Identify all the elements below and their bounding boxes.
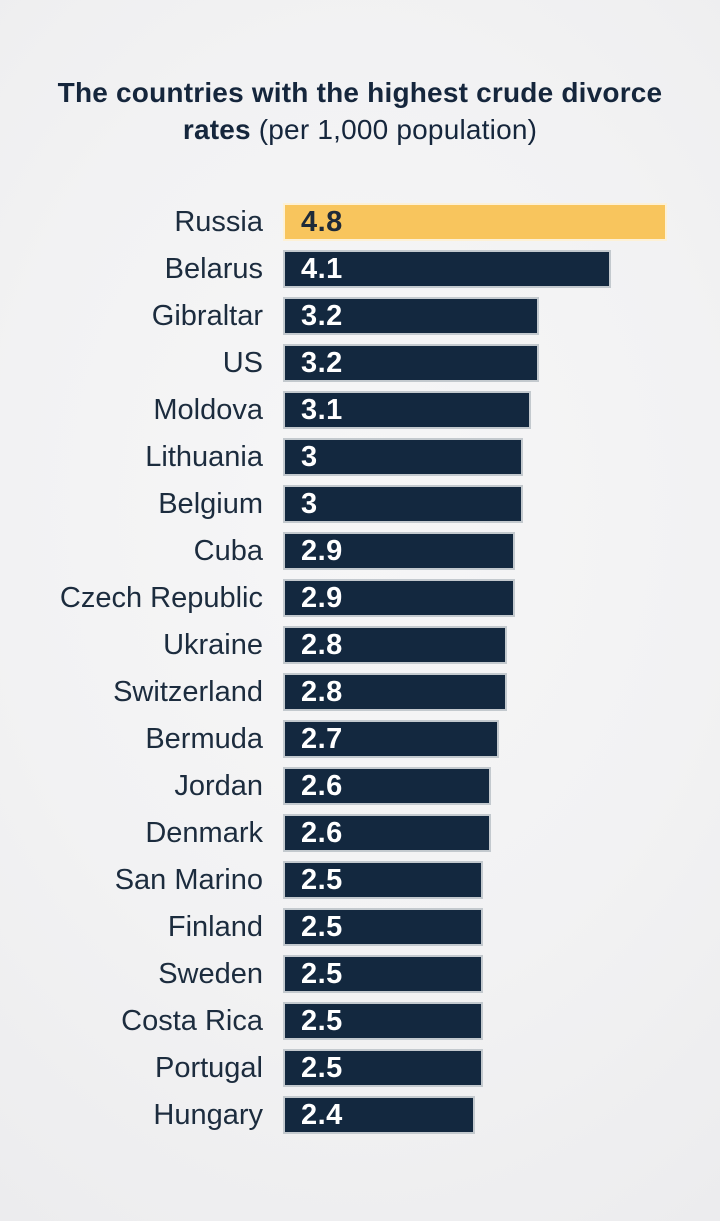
bar-sweden: 2.5 [283,955,483,993]
bar-hungary: 2.4 [283,1096,475,1134]
bar-value: 2.5 [301,1051,343,1084]
bar-value: 2.5 [301,1004,343,1037]
chart-row: Moldova 3.1 [0,391,720,429]
bar-value: 2.9 [301,534,343,567]
chart-row: Jordan 2.6 [0,767,720,805]
chart-row: Costa Rica 2.5 [0,1002,720,1040]
bar-belarus: 4.1 [283,250,611,288]
chart-row: Belgium 3 [0,485,720,523]
country-label: Sweden [158,957,263,990]
country-label: Denmark [145,816,263,849]
bar-value: 2.5 [301,957,343,990]
bar-cuba: 2.9 [283,532,515,570]
bar-value: 2.6 [301,769,343,802]
bar-value: 3.2 [301,299,343,332]
country-label: San Marino [114,863,263,896]
chart-row: Gibraltar 3.2 [0,297,720,335]
bar-costa-rica: 2.5 [283,1002,483,1040]
bar-portugal: 2.5 [283,1049,483,1087]
chart-title: The countries with the highest crude div… [35,74,685,148]
bar-value: 3 [301,487,318,520]
bar-value: 4.8 [301,205,343,238]
chart-title-subtitle: (per 1,000 population) [258,114,538,145]
bar-moldova: 3.1 [283,391,531,429]
bar-belgium: 3 [283,485,523,523]
country-label: Portugal [154,1051,263,1084]
bar-value: 2.4 [301,1098,343,1131]
bar-value: 3.1 [301,393,343,426]
bar-value: 2.8 [301,675,343,708]
bar-value: 2.5 [301,910,343,943]
bar-value: 3.2 [301,346,343,379]
bar-denmark: 2.6 [283,814,491,852]
bar-chart: Russia 4.8 Belarus 4.1 Gibraltar 3.2 US 3.2 Mold… [0,203,720,1143]
bar-lithuania: 3 [283,438,523,476]
country-label: Gibraltar [151,299,263,332]
country-label: Hungary [153,1098,263,1131]
bar-value: 2.6 [301,816,343,849]
bar-us: 3.2 [283,344,539,382]
chart-row: Finland 2.5 [0,908,720,946]
country-label: Czech Republic [59,581,263,614]
country-label: US [222,346,263,379]
bar-value: 2.7 [301,722,343,755]
country-label: Lithuania [145,440,263,473]
chart-row: Bermuda 2.7 [0,720,720,758]
country-label: Costa Rica [121,1004,263,1037]
bar-value: 2.8 [301,628,343,661]
country-label: Finland [167,910,263,943]
bar-finland: 2.5 [283,908,483,946]
country-label: Russia [174,205,263,238]
country-label: Belarus [164,252,263,285]
chart-row: Switzerland 2.8 [0,673,720,711]
chart-row: US 3.2 [0,344,720,382]
country-label: Cuba [193,534,263,567]
bar-value: 2.9 [301,581,343,614]
chart-row: Russia 4.8 [0,203,720,241]
bar-jordan: 2.6 [283,767,491,805]
country-label: Ukraine [163,628,263,661]
bar-bermuda: 2.7 [283,720,499,758]
chart-row: Ukraine 2.8 [0,626,720,664]
chart-row: Hungary 2.4 [0,1096,720,1134]
country-label: Switzerland [113,675,263,708]
chart-row: Czech Republic 2.9 [0,579,720,617]
bar-switzerland: 2.8 [283,673,507,711]
chart-row: Portugal 2.5 [0,1049,720,1087]
bar-russia: 4.8 [283,203,667,241]
chart-row: Sweden 2.5 [0,955,720,993]
chart-row: San Marino 2.5 [0,861,720,899]
bar-value: 2.5 [301,863,343,896]
country-label: Bermuda [145,722,263,755]
country-label: Belgium [158,487,263,520]
bar-san-marino: 2.5 [283,861,483,899]
country-label: Moldova [153,393,263,426]
chart-row: Denmark 2.6 [0,814,720,852]
bar-ukraine: 2.8 [283,626,507,664]
country-label: Jordan [174,769,263,802]
bar-czech-republic: 2.9 [283,579,515,617]
chart-row: Cuba 2.9 [0,532,720,570]
bar-gibraltar: 3.2 [283,297,539,335]
chart-title-main: The countries with the highest crude div… [57,77,663,145]
chart-row: Belarus 4.1 [0,250,720,288]
bar-value: 3 [301,440,318,473]
chart-row: Lithuania 3 [0,438,720,476]
bar-value: 4.1 [301,252,343,285]
